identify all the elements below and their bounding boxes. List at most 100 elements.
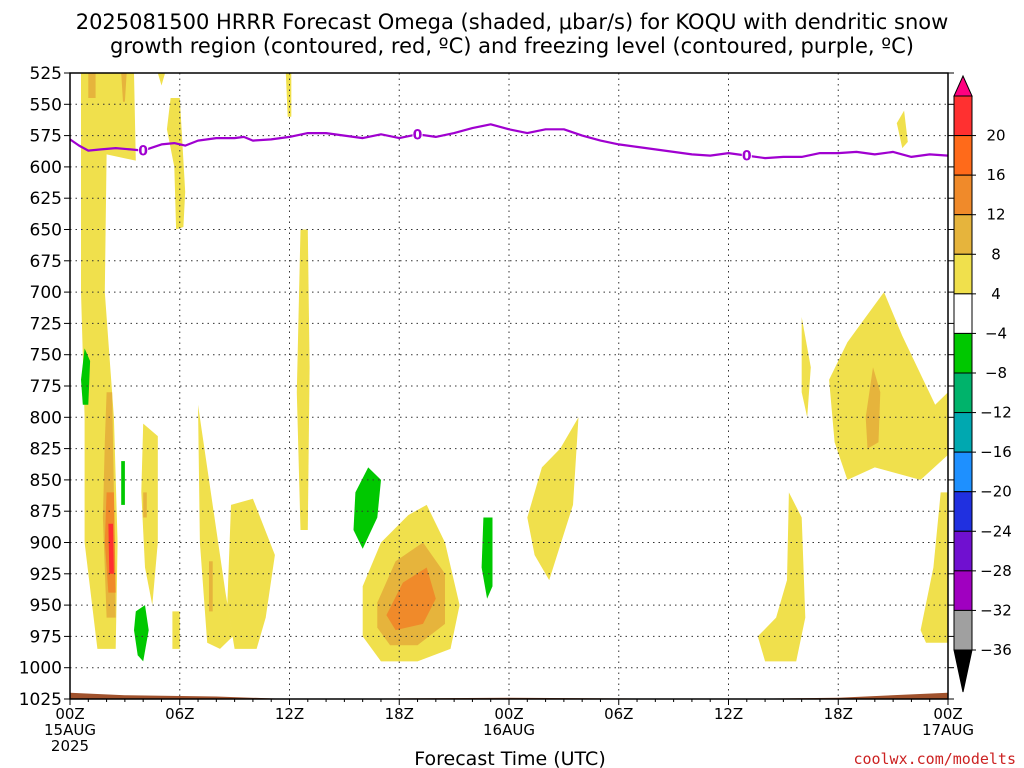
y-tick-label-550: 550 [30,95,62,115]
omega-region-19 [527,417,579,581]
x-tick-label-3: 18Z [385,705,414,723]
freezing-label-bg-0 [138,142,149,158]
omega-region-9 [296,229,310,530]
colorbar-box-12 [953,570,973,611]
x-tick-label-0: 00Z [55,705,84,723]
x-tick-date-4: 16AUG [483,721,535,739]
freezing-level-label-0: 0 [138,144,148,160]
omega-region-7 [157,73,166,86]
y-tick-label-750: 750 [30,346,62,366]
y-tick-label-1000: 1000 [19,659,62,679]
omega-region-2 [121,73,127,102]
colorbar-label-3: 8 [991,245,1001,263]
omega-region-18 [386,567,436,631]
colorbar-label-5: −4 [985,324,1007,342]
omega-negative-region-3 [353,467,381,549]
omega-region-15 [227,498,275,649]
x-tick-year-0: 2025 [51,737,89,755]
omega-region-13 [198,404,233,649]
y-tick-label-700: 700 [30,283,62,303]
omega-region-12 [172,611,180,649]
omega-shading [81,73,948,662]
y-axis: 525 550 575 600 625 650 675 700 725 750 775 800 825 8… [19,64,954,710]
omega-region-6 [166,98,186,230]
y-tick-label-850: 850 [30,471,62,491]
y-tick-label-675: 675 [30,252,62,272]
omega-negative-region-0 [81,348,91,405]
x-tick-label-4: 00Z [494,705,523,723]
colorbar-label-11: −28 [980,562,1012,580]
x-tick-label-7: 18Z [824,705,853,723]
omega-negative-region-1 [121,461,125,505]
y-tick-label-1025: 1025 [19,690,62,710]
colorbar-box-8 [953,412,973,453]
colorbar: 20 16 12 8 4 −4 −8 −12 −16 −20 −24 −28 −32 −36 [953,74,1012,693]
omega-negative-region-4 [481,517,493,599]
colorbar-box-9 [953,451,973,493]
y-tick-label-925: 925 [30,565,62,585]
colorbar-label-7: −12 [980,404,1012,422]
omega-region-10 [141,423,158,606]
omega-region-25 [757,492,806,662]
x-tick-date-0: 15AUG [44,721,96,739]
omega-region-14 [209,561,213,612]
colorbar-label-2: 12 [986,206,1005,224]
x-tick-label-1: 06Z [165,705,194,723]
x-axis-label: Forecast Time (UTC) [414,748,605,768]
colorbar-label-12: −32 [980,601,1012,619]
omega-region-21 [829,292,948,480]
colorbar-label-10: −24 [980,522,1012,540]
omega-region-1 [88,73,96,98]
colorbar-label-0: 20 [986,127,1005,145]
omega-region-8 [285,73,292,117]
x-tick-label-2: 12Z [275,705,304,723]
y-tick-label-975: 975 [30,627,62,647]
omega-region-23 [896,110,908,149]
freezing-label-bg-2 [741,147,752,163]
omega-region-24 [920,492,948,643]
colorbar-label-1: 16 [986,166,1005,184]
x-tick-label-8: 00Z [933,705,962,723]
colorbar-label-9: −20 [980,483,1012,501]
omega-negative-region-2 [134,605,149,662]
chart-title-line-2: growth region (contoured, red, ºC) and f… [110,34,914,58]
grid-lines [70,73,948,699]
omega-region-0 [81,73,136,649]
y-tick-label-725: 725 [30,314,62,334]
y-tick-label-800: 800 [30,408,62,428]
colorbar-box-5 [953,293,973,334]
colorbar-box-6 [953,332,973,374]
colorbar-label-8: −16 [980,443,1012,461]
omega-region-5 [108,523,114,574]
colorbar-box-10 [953,491,973,532]
freezing-level-contour: 0 0 0 [69,123,949,165]
y-tick-label-900: 900 [30,534,62,554]
colorbar-box-13 [953,609,973,651]
colorbar-bottom-arrow [953,649,973,693]
colorbar-top-arrow [953,74,973,97]
y-tick-label-600: 600 [30,158,62,178]
colorbar-box-3 [953,214,973,255]
x-tick-label-5: 06Z [604,705,633,723]
omega-region-22 [865,367,881,449]
freezing-level-label-2: 0 [742,149,752,165]
colorbar-box-7 [953,372,973,414]
y-tick-label-950: 950 [30,596,62,616]
colorbar-box-11 [953,530,973,572]
omega-region-11 [143,492,147,518]
omega-region-20 [801,317,811,418]
colorbar-box-4 [953,253,973,295]
colorbar-label-6: −8 [985,364,1007,382]
colorbar-label-4: 4 [991,285,1001,303]
y-tick-label-775: 775 [30,377,62,397]
freezing-level-label-1: 0 [413,127,423,143]
y-tick-label-825: 825 [30,440,62,460]
chart-title-line-1: 2025081500 HRRR Forecast Omega (shaded, … [76,10,949,34]
y-tick-label-650: 650 [30,221,62,241]
colorbar-box-2 [953,174,973,216]
colorbar-box-1 [953,135,973,176]
plot-area: 0 0 0 [69,72,949,700]
y-tick-label-525: 525 [30,64,62,84]
